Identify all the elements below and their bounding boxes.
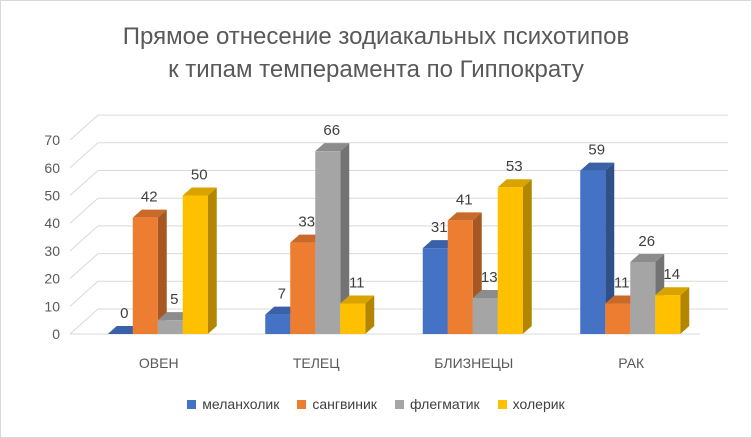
legend-swatch [394, 399, 404, 409]
chart-legend: меланхолик сангвиник флегматик холерик [0, 396, 752, 412]
bar [630, 261, 656, 334]
data-label: 33 [298, 214, 315, 231]
bar-top [340, 295, 375, 304]
chart-title: Прямое отнесение зодиакальных психотипов… [0, 20, 752, 86]
bar [182, 195, 208, 334]
bar [580, 170, 606, 334]
bar-side [340, 143, 350, 334]
legend-item: флегматик [394, 396, 480, 412]
legend-swatch [297, 399, 307, 409]
gridline-side [69, 170, 99, 196]
data-label: 5 [170, 291, 178, 308]
data-label: 42 [141, 189, 158, 206]
bar [605, 303, 631, 334]
legend-label: холерик [512, 396, 565, 412]
bar [290, 242, 316, 334]
chart-title-line-1: Прямое отнесение зодиакальных психотипов [122, 23, 630, 50]
bar [340, 303, 366, 334]
gridline-side [69, 142, 99, 169]
data-label: 11 [349, 275, 365, 292]
data-label: 13 [481, 269, 498, 286]
bar-top [447, 212, 482, 221]
bar [422, 248, 448, 334]
x-tick-label: ТЕЛЕЦ [293, 355, 340, 371]
data-label: 31 [431, 219, 448, 236]
gridline-side [69, 225, 99, 252]
bar [157, 320, 183, 334]
legend-label: флегматик [409, 396, 480, 412]
y-tick-label: 10 [44, 298, 60, 314]
bar-top [630, 253, 665, 262]
bar [315, 151, 341, 334]
bar-side [605, 162, 615, 334]
bar [447, 220, 473, 334]
x-tick-label: ОВЕН [139, 355, 179, 371]
legend-item: сангвиник [297, 396, 377, 412]
gridline-side [69, 114, 99, 141]
y-tick-label: 20 [44, 271, 60, 287]
bar-top [182, 187, 217, 196]
y-tick-label: 60 [44, 160, 60, 176]
data-label: 14 [663, 266, 680, 283]
bar-top [655, 287, 690, 296]
bar [265, 314, 291, 334]
chart-title-line-2: к типам темперамента по Гиппократу [168, 56, 584, 83]
data-label: 0 [120, 305, 128, 322]
data-label: 66 [323, 122, 340, 139]
legend-label: меланхолик [202, 396, 280, 412]
bar [132, 217, 158, 334]
gridline-side [69, 280, 99, 307]
legend-label: сангвиник [312, 396, 377, 412]
y-tick-label: 0 [52, 326, 60, 342]
data-label: 41 [456, 191, 473, 208]
legend-item: меланхолик [187, 396, 279, 412]
y-tick-label: 70 [44, 132, 60, 148]
legend-item: холерик [497, 396, 565, 412]
data-label: 7 [278, 286, 286, 303]
gridline-side [69, 197, 99, 224]
bar-side [680, 287, 690, 334]
legend-swatch [497, 399, 507, 409]
bar-side [207, 187, 217, 334]
bar-side [157, 209, 167, 334]
bar-side [365, 295, 375, 334]
bar-side [522, 179, 532, 334]
bar-top [497, 179, 532, 188]
gridline-side [69, 253, 99, 279]
bar [497, 187, 523, 334]
gridline-side [69, 308, 99, 335]
bar-top [315, 143, 350, 152]
x-tick-label: БЛИЗНЕЦЫ [434, 355, 513, 371]
x-tick-label: РАК [618, 355, 645, 371]
y-tick-label: 50 [44, 188, 60, 204]
data-label: 26 [638, 233, 655, 250]
data-label: 59 [588, 142, 605, 159]
bar-top [580, 162, 615, 171]
data-label: 11 [614, 275, 630, 292]
bar-top [132, 209, 167, 218]
data-label: 53 [506, 158, 523, 175]
legend-swatch [187, 399, 197, 409]
y-tick-label: 40 [44, 215, 60, 231]
data-label: 50 [191, 167, 208, 184]
bar [655, 295, 681, 334]
bar [472, 297, 498, 334]
y-tick-label: 30 [44, 243, 60, 259]
